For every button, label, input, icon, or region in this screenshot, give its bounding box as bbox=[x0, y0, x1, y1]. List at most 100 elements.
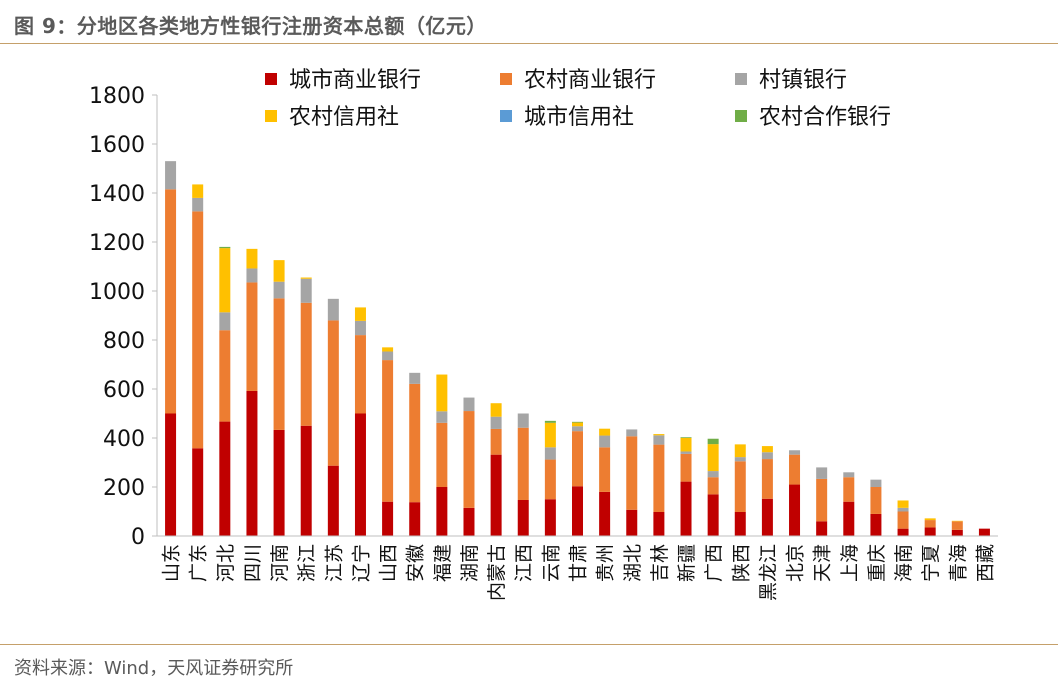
bar-segment bbox=[626, 509, 638, 536]
bar-segment bbox=[273, 260, 285, 282]
bar-segment bbox=[761, 459, 773, 499]
bar-segment bbox=[436, 374, 448, 412]
bar-segment bbox=[544, 422, 556, 448]
y-tick-label: 400 bbox=[103, 427, 145, 452]
legend-label: 农村信用社 bbox=[289, 105, 399, 130]
bar-segment bbox=[436, 422, 448, 487]
legend-swatch bbox=[265, 110, 277, 122]
x-tick-label: 上海 bbox=[839, 544, 861, 582]
bottom-rule bbox=[0, 644, 1058, 645]
bar-segment bbox=[761, 446, 773, 453]
bar-segment bbox=[599, 435, 611, 448]
bar-segment bbox=[924, 518, 936, 521]
bar-segment bbox=[951, 521, 963, 530]
bar-segment bbox=[354, 307, 366, 321]
bar-segment bbox=[626, 429, 638, 437]
bar-segment bbox=[978, 528, 990, 536]
bar-segment bbox=[192, 448, 204, 536]
x-tick-label: 海南 bbox=[893, 544, 915, 582]
bar-segment bbox=[951, 529, 963, 536]
bar-segment bbox=[680, 481, 692, 536]
bar-segment bbox=[354, 320, 366, 336]
bar-segment bbox=[517, 499, 529, 536]
bar-segment bbox=[300, 302, 312, 426]
bar-segment bbox=[382, 501, 394, 536]
bar-segment bbox=[761, 452, 773, 460]
bar-segment bbox=[789, 454, 801, 485]
bar-segment bbox=[544, 499, 556, 536]
bar-segment bbox=[165, 413, 177, 536]
bar-segment bbox=[599, 491, 611, 536]
bar-segment bbox=[300, 277, 312, 279]
y-tick-label: 1400 bbox=[89, 182, 145, 207]
bar-segment bbox=[924, 520, 936, 528]
y-axis: 0 200 400 600 800 1000 1200 1400 1600 1800 bbox=[89, 84, 158, 550]
bar-segment bbox=[734, 461, 746, 512]
x-tick-label: 湖南 bbox=[459, 544, 481, 582]
bar-segment bbox=[789, 484, 801, 536]
x-tick-label: 辽宁 bbox=[350, 544, 372, 582]
legend-label: 城市商业银行 bbox=[289, 68, 421, 93]
x-tick-label: 山东 bbox=[161, 544, 183, 582]
bar-segment bbox=[246, 390, 258, 536]
bar-segment bbox=[816, 467, 828, 479]
bar-segment bbox=[409, 502, 421, 536]
bar-segment bbox=[273, 298, 285, 430]
bar-segment bbox=[653, 435, 665, 445]
bar-segment bbox=[382, 351, 394, 361]
bar-segment bbox=[246, 282, 258, 391]
x-tick-label: 安徽 bbox=[405, 544, 427, 582]
bar-segment bbox=[897, 507, 909, 512]
x-tick-label: 贵州 bbox=[595, 544, 617, 582]
bar-segment bbox=[490, 454, 502, 536]
bar-segment bbox=[192, 197, 204, 212]
x-tick-label: 内蒙古 bbox=[486, 544, 508, 601]
bar-segment bbox=[843, 477, 855, 502]
bar-segment bbox=[626, 436, 638, 510]
x-tick-label: 新疆 bbox=[676, 544, 698, 582]
bar-segment bbox=[816, 521, 828, 536]
bar-segment bbox=[680, 453, 692, 482]
bar-segment bbox=[382, 360, 394, 502]
bar-segment bbox=[246, 248, 258, 269]
x-tick-label: 吉林 bbox=[649, 544, 671, 582]
x-tick-label: 宁夏 bbox=[920, 544, 942, 582]
legend-label: 农村合作银行 bbox=[759, 105, 891, 130]
x-tick-label: 北京 bbox=[785, 544, 807, 582]
bar-segment bbox=[653, 511, 665, 536]
x-tick-label: 天津 bbox=[812, 544, 834, 582]
bar-segment bbox=[490, 416, 502, 429]
bar-segment bbox=[951, 520, 963, 522]
legend-swatch bbox=[735, 73, 747, 85]
bar-segment bbox=[463, 507, 475, 536]
legend-swatch bbox=[500, 110, 512, 122]
figure-title: 图 9：分地区各类地方性银行注册资本总额（亿元） bbox=[14, 14, 487, 38]
x-tick-label: 西藏 bbox=[974, 544, 996, 582]
bar-segment bbox=[734, 511, 746, 536]
x-tick-label: 甘肃 bbox=[568, 544, 590, 582]
bar-segment bbox=[273, 281, 285, 299]
y-tick-label: 200 bbox=[103, 476, 145, 501]
x-tick-label: 青海 bbox=[947, 544, 969, 582]
y-tick-label: 1600 bbox=[89, 133, 145, 158]
bar-segment bbox=[707, 494, 719, 536]
bar-segment bbox=[734, 457, 746, 462]
bar-segment bbox=[897, 528, 909, 536]
bars bbox=[165, 161, 990, 536]
bar-segment bbox=[219, 246, 231, 249]
bar-segment bbox=[707, 471, 719, 478]
bar-segment bbox=[843, 501, 855, 536]
bar-segment bbox=[409, 383, 421, 503]
bar-segment bbox=[354, 335, 366, 414]
bar-segment bbox=[870, 487, 882, 514]
bar-segment bbox=[572, 426, 583, 432]
legend-label: 村镇银行 bbox=[759, 68, 847, 93]
bar-segment bbox=[219, 421, 231, 536]
bar-segment bbox=[273, 429, 285, 536]
bar-segment bbox=[572, 431, 583, 487]
bar-segment bbox=[653, 434, 665, 436]
bar-segment bbox=[192, 211, 204, 449]
x-tick-label: 陕西 bbox=[730, 544, 752, 582]
bar-segment bbox=[436, 411, 448, 423]
x-tick-label: 重庆 bbox=[866, 544, 888, 582]
